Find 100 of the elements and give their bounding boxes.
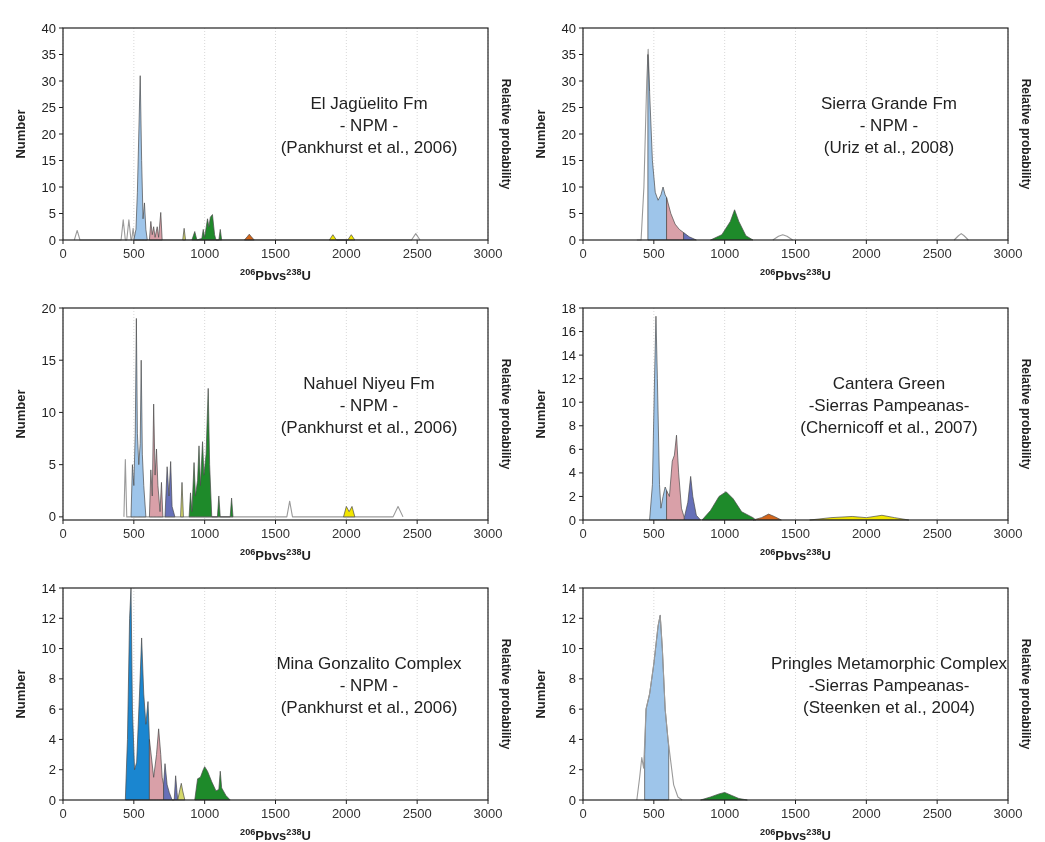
x-tick-label: 2000 xyxy=(331,246,361,261)
annotation: (Chernicoff et al., 2007) xyxy=(800,417,978,437)
y-tick-label: 14 xyxy=(561,347,576,363)
x-tick-label: 500 xyxy=(122,526,145,541)
x-tick-label: 500 xyxy=(122,246,145,261)
annotation: (Pankhurst et al., 2006) xyxy=(280,137,458,157)
x-tick-label: 3000 xyxy=(993,526,1023,541)
annotation: Sierra Grande Fm xyxy=(820,93,958,113)
x-tick-label: 2500 xyxy=(922,246,952,261)
annotation: (Pankhurst et al., 2006) xyxy=(280,697,458,717)
y-tick-label: 10 xyxy=(561,641,576,657)
x-tick-label: 0 xyxy=(579,806,587,821)
y-axis-title: Number xyxy=(533,109,548,159)
y-tick-label: 15 xyxy=(41,153,56,169)
x-axis-title: $^{206}$Pbvs$^{238}$U xyxy=(240,827,311,842)
x-tick-label: 500 xyxy=(642,526,665,541)
annotation: - NPM - xyxy=(339,395,399,415)
x-axis-title: $^{206}$Pbvs$^{238}$U xyxy=(760,267,831,283)
y-tick-label: 0 xyxy=(48,792,56,808)
y2-axis-title: Relative probability xyxy=(1019,358,1033,470)
x-tick-label: 3000 xyxy=(993,806,1023,821)
x-tick-label: 1000 xyxy=(710,806,740,821)
y-tick-label: 2 xyxy=(48,762,56,778)
y-tick-label: 8 xyxy=(568,418,576,434)
annotation: El Jagüelito Fm xyxy=(310,93,428,113)
y-tick-label: 6 xyxy=(568,701,576,717)
y2-axis-title: Relative probability xyxy=(499,78,513,190)
annotation: (Pankhurst et al., 2006) xyxy=(280,417,458,437)
x-tick-label: 3000 xyxy=(473,526,503,541)
y-tick-label: 14 xyxy=(561,580,576,596)
x-tick-label: 0 xyxy=(579,246,587,261)
annotation: - NPM - xyxy=(339,115,399,135)
x-tick-label: 3000 xyxy=(473,806,503,821)
line-series xyxy=(636,614,683,801)
y-tick-label: 20 xyxy=(41,126,56,142)
x-axis-title: $^{206}$Pbvs$^{238}$U xyxy=(760,827,831,842)
x-tick-label: 0 xyxy=(59,806,67,821)
y-tick-label: 6 xyxy=(48,701,56,717)
y-tick-label: 25 xyxy=(561,100,576,116)
y-tick-label: 20 xyxy=(561,126,576,142)
annotation: (Steenken et al., 2004) xyxy=(802,697,976,717)
y-tick-label: 0 xyxy=(568,512,576,528)
x-tick-label: 3000 xyxy=(993,246,1023,261)
y-tick-label: 15 xyxy=(561,153,576,169)
x-tick-label: 0 xyxy=(59,246,67,261)
y-tick-label: 30 xyxy=(561,73,576,89)
y-tick-label: 18 xyxy=(561,300,576,316)
x-tick-label: 500 xyxy=(642,246,665,261)
annotation: Pringles Metamorphic Complex xyxy=(770,653,1008,673)
y2-axis-title: Relative probability xyxy=(1019,638,1033,750)
y-tick-label: 20 xyxy=(41,300,56,316)
x-tick-label: 1500 xyxy=(261,526,290,541)
x-axis-title: $^{206}$Pbvs$^{238}$U xyxy=(760,547,831,563)
x-tick-label: 2000 xyxy=(851,526,881,541)
y-tick-label: 2 xyxy=(568,762,576,778)
x-tick-label: 500 xyxy=(122,806,145,821)
y-tick-label: 10 xyxy=(561,179,576,195)
x-axis-title: $^{206}$Pbvs$^{238}$U xyxy=(240,547,311,563)
x-tick-label: 1500 xyxy=(781,526,810,541)
x-tick-label: 2500 xyxy=(402,246,432,261)
annotation: -Sierras Pampeanas- xyxy=(808,395,970,415)
y-tick-label: 5 xyxy=(48,206,56,222)
x-tick-label: 2000 xyxy=(331,806,361,821)
y-tick-label: 10 xyxy=(41,404,56,420)
x-tick-label: 2000 xyxy=(851,806,881,821)
x-tick-label: 1500 xyxy=(781,246,810,261)
x-tick-label: 1500 xyxy=(261,246,290,261)
y-tick-label: 40 xyxy=(561,20,576,36)
y-tick-label: 12 xyxy=(41,610,56,626)
x-tick-label: 1500 xyxy=(781,806,810,821)
y-tick-label: 8 xyxy=(568,671,576,687)
y-tick-label: 15 xyxy=(41,352,56,368)
y-tick-label: 10 xyxy=(41,179,56,195)
y-tick-label: 0 xyxy=(48,232,56,248)
y-tick-label: 4 xyxy=(568,465,576,481)
y2-axis-title: Relative probability xyxy=(499,358,513,470)
x-tick-label: 0 xyxy=(59,526,67,541)
y-tick-label: 12 xyxy=(561,371,576,387)
y2-axis-title: Relative probability xyxy=(499,638,513,750)
y-axis-title: Number xyxy=(13,389,28,439)
annotation: (Uriz et al., 2008) xyxy=(823,137,955,157)
x-tick-label: 1000 xyxy=(190,526,220,541)
annotation: - NPM - xyxy=(339,675,399,695)
x-tick-label: 1000 xyxy=(190,246,220,261)
x-tick-label: 3000 xyxy=(473,246,503,261)
y-tick-label: 12 xyxy=(561,610,576,626)
x-tick-label: 2500 xyxy=(922,806,952,821)
y-tick-label: 5 xyxy=(48,457,56,473)
y-tick-label: 14 xyxy=(41,580,56,596)
x-tick-label: 1000 xyxy=(710,526,740,541)
y-tick-label: 2 xyxy=(568,488,576,504)
x-tick-label: 1500 xyxy=(261,806,290,821)
y-tick-label: 6 xyxy=(568,441,576,457)
y-axis-title: Number xyxy=(533,389,548,439)
y-tick-label: 10 xyxy=(41,641,56,657)
annotation: Nahuel Niyeu Fm xyxy=(303,373,435,393)
annotation: Cantera Green xyxy=(832,373,946,393)
x-tick-label: 2500 xyxy=(402,806,432,821)
y-tick-label: 8 xyxy=(48,671,56,687)
y-tick-label: 5 xyxy=(568,206,576,222)
